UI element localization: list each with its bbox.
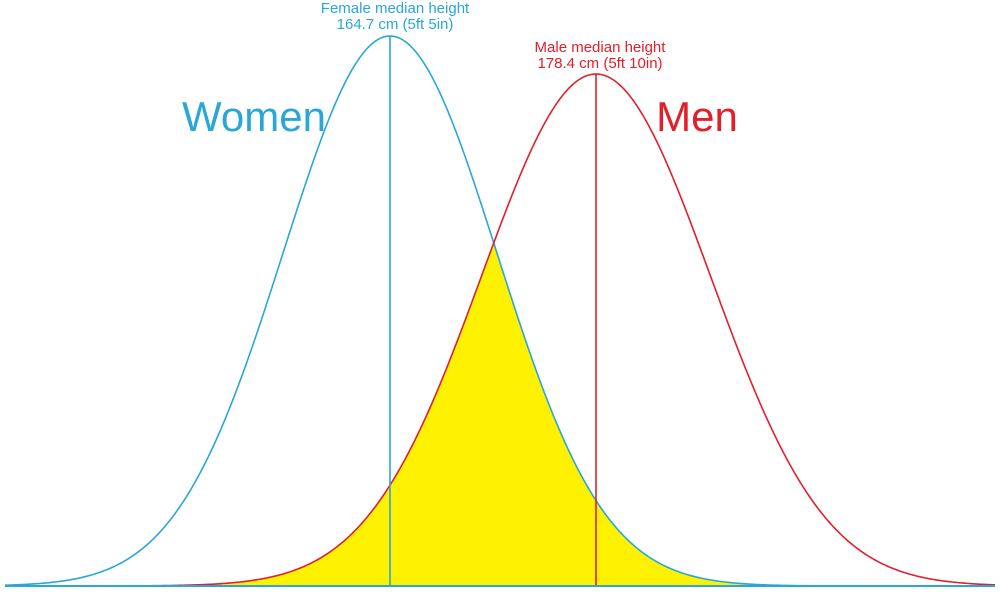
female-median-label-title: Female median height [321,0,470,17]
overlap-area [5,244,995,586]
women-series-label: Women [182,93,326,140]
male-median-label-value: 178.4 cm (5ft 10in) [537,55,662,72]
men-series-label: Men [656,93,738,140]
male-median-label-title: Male median height [535,39,667,56]
female-median-label-value: 164.7 cm (5ft 5in) [337,16,454,33]
